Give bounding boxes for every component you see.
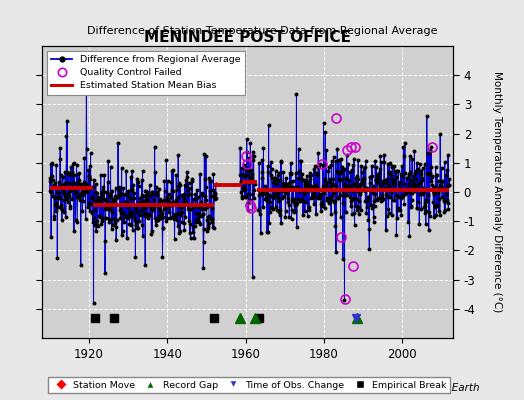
Legend: Station Move, Record Gap, Time of Obs. Change, Empirical Break: Station Move, Record Gap, Time of Obs. C… (48, 377, 450, 393)
Y-axis label: Monthly Temperature Anomaly Difference (°C): Monthly Temperature Anomaly Difference (… (492, 71, 502, 313)
Legend: Difference from Regional Average, Quality Control Failed, Estimated Station Mean: Difference from Regional Average, Qualit… (47, 51, 245, 95)
Text: Difference of Station Temperature Data from Regional Average: Difference of Station Temperature Data f… (87, 26, 437, 36)
Text: Berkeley Earth: Berkeley Earth (403, 383, 479, 393)
Title: MENINDEE POST OFFICE: MENINDEE POST OFFICE (144, 30, 351, 45)
